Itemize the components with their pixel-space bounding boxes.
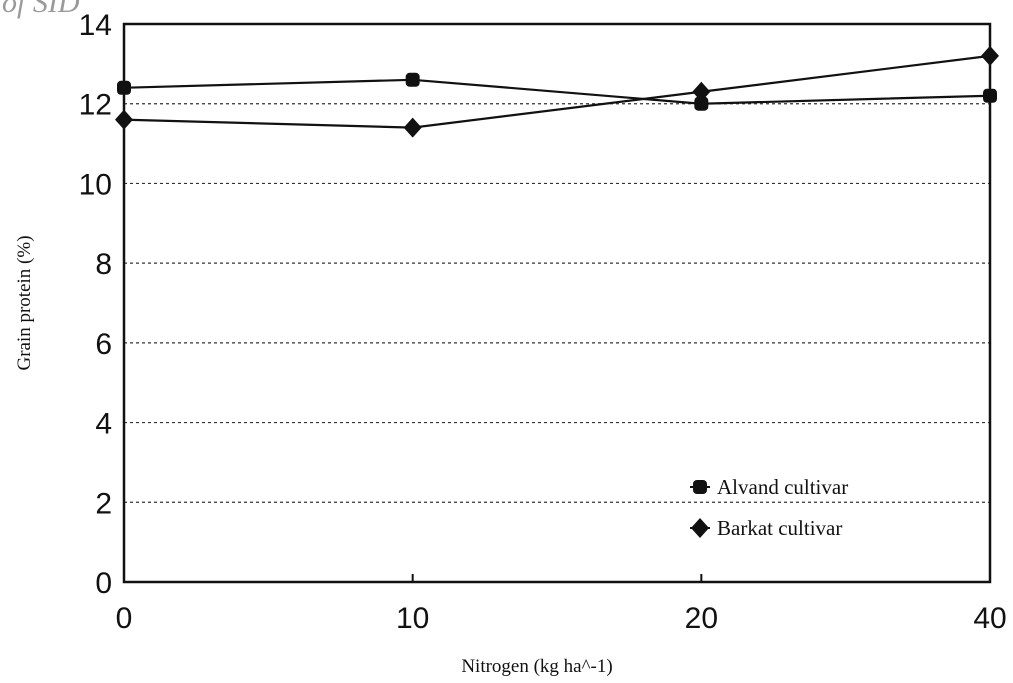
series-line <box>123 78 991 105</box>
legend: Alvand cultivar Barkat cultivar <box>690 475 848 540</box>
x-tick-label: 0 <box>116 602 133 635</box>
y-tick-label: 12 <box>79 89 112 122</box>
x-axis-ticks: 0 10 20 40 <box>116 574 1007 635</box>
y-tick-label: 4 <box>95 408 112 441</box>
data-point <box>403 117 422 138</box>
x-tick-label: 10 <box>396 602 429 635</box>
y-tick-label: 8 <box>95 248 112 281</box>
legend-label: Barkat cultivar <box>717 516 842 540</box>
y-tick-label: 6 <box>95 328 112 361</box>
y-tick-label: 0 <box>95 567 112 600</box>
legend-item: Barkat cultivar <box>690 516 842 540</box>
legend-marker <box>693 480 707 494</box>
y-tick-label: 2 <box>95 487 112 520</box>
series-line <box>123 54 991 129</box>
x-tick-label: 20 <box>685 602 718 635</box>
legend-marker <box>691 518 709 538</box>
data-point <box>115 109 133 130</box>
x-tick-label: 40 <box>973 602 1006 635</box>
data-point <box>981 45 999 66</box>
watermark: of SID <box>2 0 80 19</box>
series-1 <box>117 72 997 111</box>
data-point <box>117 80 131 95</box>
x-axis-title: Nitrogen (kg ha^-1) <box>461 656 612 677</box>
plot-area <box>122 22 992 584</box>
data-point <box>692 81 711 102</box>
data-point <box>694 96 709 111</box>
y-axis-ticks: 0 2 4 6 8 10 12 14 <box>79 9 112 600</box>
legend-item: Alvand cultivar <box>690 475 848 499</box>
legend-label: Alvand cultivar <box>717 475 848 499</box>
series-2 <box>115 45 999 138</box>
y-tick-label: 10 <box>79 168 112 201</box>
y-tick-label: 14 <box>79 9 112 42</box>
gridlines <box>124 103 990 503</box>
data-point <box>405 72 420 87</box>
data-point <box>983 88 997 103</box>
series-layer <box>115 45 999 138</box>
y-axis-title: Grain protein (%) <box>14 235 35 370</box>
